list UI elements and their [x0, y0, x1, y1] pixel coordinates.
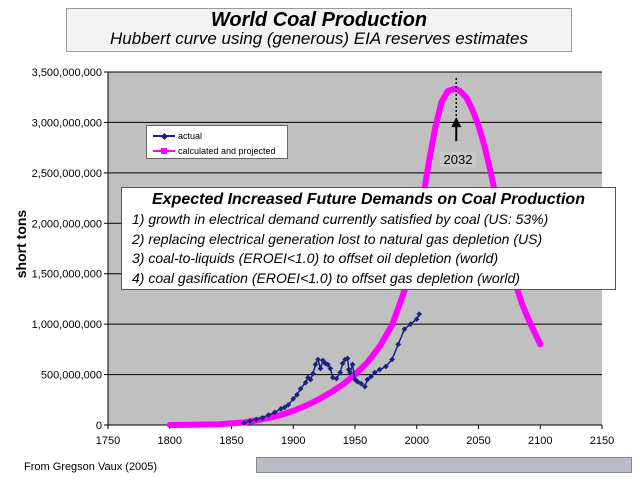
data-point-actual — [349, 361, 356, 368]
data-point-actual — [285, 402, 292, 408]
y-tick-label: 2,000,000,000 — [32, 218, 102, 230]
y-tick-label: 2,500,000,000 — [32, 168, 102, 180]
y-tick-label: 1,500,000,000 — [32, 269, 102, 281]
legend: actual calculated and projected — [146, 125, 288, 159]
data-point-actual — [333, 375, 340, 382]
y-tick-label: 1,000,000,000 — [32, 319, 102, 331]
y-tick-label: 500,000,000 — [41, 370, 102, 382]
y-axis-label: short tons — [13, 209, 29, 279]
legend-item-actual: actual — [153, 129, 202, 143]
data-point-actual — [383, 363, 389, 370]
peak-marker — [451, 78, 462, 142]
data-point-actual — [413, 316, 420, 322]
annotation-item: 4) coal gasification (EROEI<1.0) to offs… — [132, 269, 520, 286]
x-tick-labels: 1750 1800 1850 1900 1950 2000 2050 2100 2150 — [96, 435, 614, 447]
x-tick-label: 1850 — [219, 435, 243, 447]
data-point-actual — [368, 373, 374, 380]
chart-title: World Coal Production — [210, 9, 428, 31]
data-point-actual — [354, 378, 361, 385]
data-point-actual — [364, 376, 371, 383]
data-point-actual — [325, 361, 331, 368]
x-tick-label: 1900 — [281, 435, 305, 447]
x-tick-label: 2050 — [466, 435, 490, 447]
data-point-actual — [339, 360, 346, 367]
data-point-actual — [310, 370, 316, 377]
title-box: World Coal Production Hubbert curve usin… — [66, 8, 572, 52]
source-note: From Gregson Vaux (2005) — [24, 461, 158, 473]
x-tick-label: 1750 — [96, 435, 120, 447]
legend-item-projected: calculated and projected — [153, 144, 276, 158]
chart-subtitle: Hubbert curve using (generous) EIA reser… — [110, 29, 528, 48]
data-point-actual — [347, 369, 353, 376]
peak-arrow-head — [451, 117, 462, 128]
data-point-actual — [259, 415, 266, 421]
x-tick-label: 2000 — [405, 435, 429, 447]
data-point-actual — [307, 376, 314, 383]
data-point-actual — [241, 420, 247, 426]
data-point-actual — [290, 395, 297, 402]
data-point-actual — [297, 385, 304, 392]
x-tick-label: 2100 — [528, 435, 552, 447]
data-point-actual — [302, 379, 309, 386]
data-point-actual — [395, 341, 402, 348]
data-point-actual — [327, 365, 334, 372]
y-tick-labels: 0 500,000,000 1,000,000,000 1,500,000,000 2,… — [32, 67, 102, 432]
x-tick-label: 1950 — [343, 435, 367, 447]
legend-label-projected: calculated and projected — [178, 146, 276, 156]
data-point-actual — [265, 412, 272, 418]
data-point-actual — [416, 311, 423, 317]
data-point-actual — [294, 391, 300, 398]
x-tick-label: 2150 — [590, 435, 614, 447]
legend-label-actual: actual — [178, 131, 203, 141]
data-point-actual — [407, 321, 414, 327]
data-point-actual — [362, 383, 368, 390]
x-tick-label: 1800 — [158, 435, 182, 447]
data-point-actual — [358, 380, 365, 387]
data-point-actual — [371, 369, 378, 376]
data-point-actual — [247, 418, 253, 424]
legend-swatch-projected — [153, 146, 175, 156]
data-point-actual — [281, 404, 288, 411]
annotation-item: 2) replacing electrical generation lost … — [132, 230, 543, 247]
data-point-actual — [389, 356, 395, 363]
legend-swatch-actual — [153, 131, 175, 141]
peak-year-label: 2032 — [440, 152, 476, 167]
data-point-actual — [344, 355, 351, 362]
data-point-actual — [317, 365, 324, 372]
annotation-item: 1) growth in electrical demand currently… — [132, 211, 549, 227]
source-link-bar[interactable] — [256, 457, 632, 473]
annotation-item: 3) coal-to-liquids (EROEI<1.0) to offset… — [132, 250, 499, 266]
data-point-actual — [271, 409, 278, 416]
data-point-actual — [315, 356, 321, 363]
annotation-heading: Expected Increased Future Demands on Coa… — [152, 191, 585, 208]
data-point-actual — [376, 366, 383, 373]
annotation-box: Expected Increased Future Demands on Coa… — [121, 187, 616, 290]
y-tick-label: 3,000,000,000 — [32, 117, 102, 129]
y-tick-label: 0 — [96, 420, 102, 432]
data-point-actual — [253, 416, 260, 423]
data-point-actual — [401, 326, 408, 333]
data-point-actual — [337, 369, 344, 376]
y-tick-label: 3,500,000,000 — [32, 67, 102, 79]
data-point-actual — [312, 361, 319, 368]
